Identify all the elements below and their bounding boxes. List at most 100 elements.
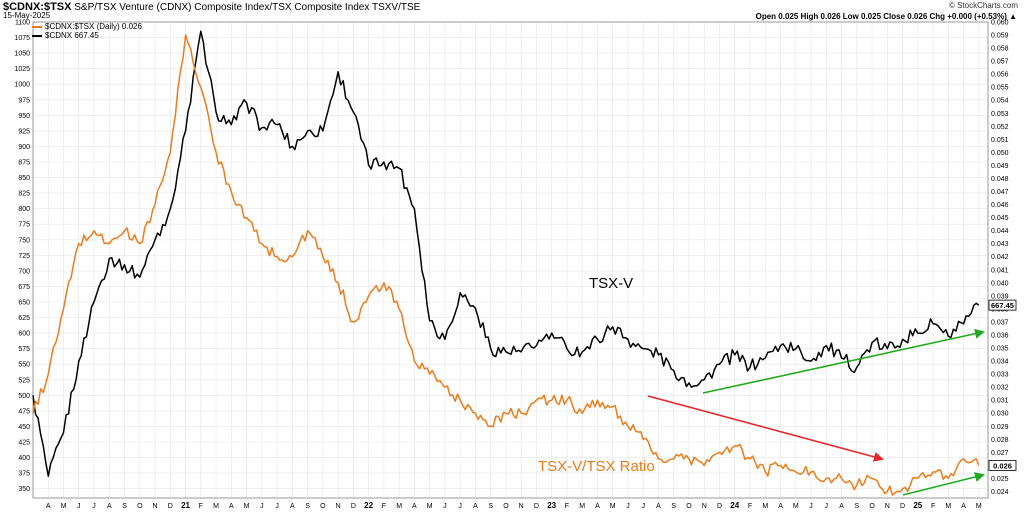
left-tick-label: 775 xyxy=(18,222,30,229)
legend-item-ratio: $CDNX:$TSX (Daily) 0.026 xyxy=(32,22,142,31)
x-tick-label: M xyxy=(976,503,982,510)
right-tick-label: 0.032 xyxy=(991,385,1009,392)
x-tick-label: A xyxy=(290,503,295,510)
ohlc-readout: Open 0.025 High 0.026 Low 0.025 Close 0.… xyxy=(755,12,1017,21)
right-tick-label: 0.054 xyxy=(991,98,1009,105)
right-tick-label: 0.051 xyxy=(991,137,1009,144)
right-tick-label: 0.028 xyxy=(991,437,1009,444)
x-tick-label: A xyxy=(473,503,478,510)
x-tick-label: M xyxy=(610,503,616,510)
right-tick-label: 0.056 xyxy=(991,72,1009,79)
x-tick-label: A xyxy=(412,503,417,510)
left-tick-label: 500 xyxy=(18,393,30,400)
x-tick-label: 22 xyxy=(364,501,373,510)
left-tick-label: 675 xyxy=(18,284,30,291)
x-tick-label: A xyxy=(839,503,844,510)
grid-lines xyxy=(33,21,988,498)
x-tick-label: A xyxy=(778,503,783,510)
right-tick-label: 0.055 xyxy=(991,85,1009,92)
right-tick-label: 0.027 xyxy=(991,450,1009,457)
chart-title: $CDNX:$TSX S&P/TSX Venture (CDNX) Compos… xyxy=(3,1,420,13)
green-up-trend-arrow-cdnx xyxy=(702,328,985,394)
left-tick-label: 375 xyxy=(18,471,30,478)
x-tick-label: F xyxy=(565,503,569,510)
right-tick-label: 0.037 xyxy=(991,319,1009,326)
x-tick-label: A xyxy=(656,503,661,510)
left-tick-label: 350 xyxy=(18,486,30,493)
x-tick-label: F xyxy=(931,503,935,510)
x-tick-label: O xyxy=(137,503,143,510)
x-tick-label: M xyxy=(945,503,951,510)
last-value-labels: 667.45 0.026 xyxy=(988,299,1017,471)
x-tick-label: D xyxy=(717,503,722,510)
right-tick-label: 0.057 xyxy=(991,59,1009,66)
right-tick-label: 0.031 xyxy=(991,398,1009,405)
right-tick-label: 0.029 xyxy=(991,424,1009,431)
left-tick-label: 1050 xyxy=(14,51,30,58)
right-tick-label: 0.052 xyxy=(991,124,1009,131)
last-value-ratio: 0.026 xyxy=(993,461,1012,470)
x-tick-label: A xyxy=(107,503,112,510)
left-tick-label: 1075 xyxy=(14,35,30,42)
right-tick-label: 0.036 xyxy=(991,332,1009,339)
right-tick-label: 0.035 xyxy=(991,346,1009,353)
x-tick-label: M xyxy=(793,503,799,510)
x-tick-label: M xyxy=(427,503,433,510)
x-tick-label: S xyxy=(671,503,676,510)
red-down-trend-arrow xyxy=(647,395,884,462)
left-tick-label: 650 xyxy=(18,300,30,307)
left-tick-label: 850 xyxy=(18,175,30,182)
x-tick-label: N xyxy=(153,503,158,510)
left-tick-label: 700 xyxy=(18,268,30,275)
right-tick-label: 0.046 xyxy=(991,202,1009,209)
left-tick-label: 400 xyxy=(18,455,30,462)
x-tick-label: N xyxy=(519,503,524,510)
left-tick-label: 525 xyxy=(18,377,30,384)
left-tick-label: 425 xyxy=(18,440,30,447)
right-tick-label: 0.034 xyxy=(991,359,1009,366)
x-tick-label: J xyxy=(809,503,813,510)
right-tick-label: 0.049 xyxy=(991,163,1009,170)
x-axis-ticks: A M J J A S O N D 21 F M A M J J A S O N D 22 F M A M J J A S O N D 23 F M A… xyxy=(46,501,982,510)
x-tick-label: O xyxy=(869,503,875,510)
green-up-trend-arrow-ratio xyxy=(902,472,985,496)
right-tick-label: 0.060 xyxy=(991,20,1009,27)
right-tick-label: 0.047 xyxy=(991,189,1009,196)
left-axis-ticks: 350 375 400 425 450 475 500 525 550 575 600 625 650 6… xyxy=(14,20,30,494)
right-tick-label: 0.024 xyxy=(991,489,1009,496)
last-value-cdnx: 667.45 xyxy=(991,301,1014,310)
x-tick-label: M xyxy=(244,503,250,510)
brand-watermark: © StockCharts.com xyxy=(948,1,1018,10)
last-value-ratio-box xyxy=(988,459,1017,471)
x-tick-label: M xyxy=(61,503,67,510)
x-tick-label: A xyxy=(961,503,966,510)
right-tick-label: 0.053 xyxy=(991,111,1009,118)
x-tick-label: O xyxy=(686,503,692,510)
right-axis-ticks: 0.024 0.025 0.026 0.027 0.028 0.029 0.030 0.031… xyxy=(991,20,1009,496)
left-tick-label: 725 xyxy=(18,253,30,260)
left-tick-label: 1025 xyxy=(14,66,30,73)
x-tick-label: J xyxy=(641,503,645,510)
x-tick-label: S xyxy=(122,503,127,510)
series-lines xyxy=(32,30,980,496)
legend-label-ratio: $CDNX:$TSX (Daily) 0.026 xyxy=(45,22,142,31)
x-tick-label: J xyxy=(626,503,630,510)
x-tick-label: A xyxy=(46,503,51,510)
right-tick-label: 0.043 xyxy=(991,241,1009,248)
symbol-description: S&P/TSX Venture (CDNX) Composite Index/T… xyxy=(74,2,421,13)
x-tick-label: M xyxy=(579,503,585,510)
right-tick-label: 0.045 xyxy=(991,215,1009,222)
last-value-cdnx-box xyxy=(988,299,1017,311)
left-tick-label: 900 xyxy=(18,144,30,151)
x-tick-label: F xyxy=(199,503,203,510)
series-line-cdnx xyxy=(32,30,980,477)
left-tick-label: 475 xyxy=(18,408,30,415)
x-tick-label: J xyxy=(458,503,462,510)
x-tick-label: D xyxy=(900,503,905,510)
left-tick-label: 750 xyxy=(18,237,30,244)
right-tick-label: 0.044 xyxy=(991,228,1009,235)
right-tick-label: 0.025 xyxy=(991,476,1009,483)
x-tick-label: 21 xyxy=(181,501,190,510)
x-tick-label: D xyxy=(351,503,356,510)
x-tick-label: S xyxy=(305,503,310,510)
